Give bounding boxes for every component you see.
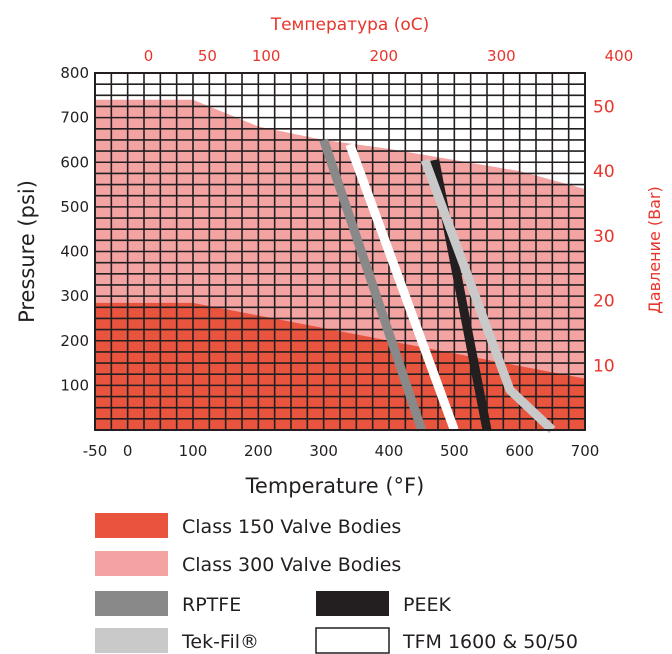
chart-series-lines — [319, 138, 556, 434]
x-tick-label: 200 — [244, 442, 273, 460]
legend-swatch-class150 — [95, 513, 168, 538]
legend-label-tekfil: Tek-Fil® — [181, 631, 259, 653]
legend-label-peek: PEEK — [403, 594, 451, 616]
right-tick-label: 10 — [593, 356, 615, 376]
y-tick-label: 300 — [60, 287, 89, 305]
y-tick-label: 500 — [60, 198, 89, 216]
top-tick-label: 300 — [487, 47, 516, 65]
legend-label-rptfe: RPTFE — [182, 594, 241, 616]
legend-swatch-tfm — [315, 627, 390, 654]
right-tick-label: 50 — [593, 97, 615, 117]
y-tick-label: 700 — [60, 109, 89, 127]
y-tick-label: 400 — [60, 243, 89, 261]
right-axis-label: Давление (Bar) — [645, 186, 664, 313]
chart-tick-labels: -50 0 100 200 300 400 500 600 700100200300400500… — [60, 47, 633, 460]
top-tick-label: 50 — [198, 47, 217, 65]
y-tick-label: 800 — [60, 64, 89, 82]
y-axis-label: Pressure (psi) — [15, 180, 39, 323]
top-tick-label: 200 — [369, 47, 398, 65]
chart-legend: Class 150 Valve Bodies Class 300 Valve Bo… — [95, 513, 578, 654]
x-tick-label: 0 — [123, 442, 133, 460]
legend-label-tfm: TFM 1600 & 50/50 — [402, 631, 578, 653]
right-tick-label: 30 — [593, 227, 615, 247]
legend-swatch-class300 — [95, 551, 168, 576]
x-tick-label: 300 — [309, 442, 338, 460]
plot-frame — [94, 72, 586, 431]
legend-swatch-peek — [316, 591, 389, 616]
x-axis-label: Temperature (°F) — [245, 474, 425, 498]
x-tick-label: 400 — [375, 442, 404, 460]
top-tick-label: 0 — [144, 47, 154, 65]
series-line-rptfe — [319, 138, 426, 432]
legend-label-class150: Class 150 Valve Bodies — [182, 516, 401, 538]
right-tick-label: 40 — [593, 162, 615, 182]
series-line-tfm — [345, 142, 459, 432]
x-tick-label: 600 — [505, 442, 534, 460]
x-tick-label: 500 — [440, 442, 469, 460]
y-tick-label: 200 — [60, 332, 89, 350]
top-axis-title: Температура (oC) — [270, 15, 430, 35]
legend-swatch-rptfe — [95, 591, 168, 616]
legend-swatch-tekfil — [95, 628, 168, 653]
top-tick-label: 400 — [605, 47, 634, 65]
x-tick-label: 700 — [571, 442, 600, 460]
series-line-tekfil — [420, 158, 556, 434]
x-tick-label: -50 — [83, 442, 108, 460]
y-tick-label: 100 — [60, 376, 89, 394]
legend-label-class300: Class 300 Valve Bodies — [182, 554, 401, 576]
y-tick-label: 600 — [60, 153, 89, 171]
x-tick-label: 100 — [179, 442, 208, 460]
top-tick-label: 100 — [252, 47, 281, 65]
right-tick-label: 20 — [593, 292, 615, 312]
